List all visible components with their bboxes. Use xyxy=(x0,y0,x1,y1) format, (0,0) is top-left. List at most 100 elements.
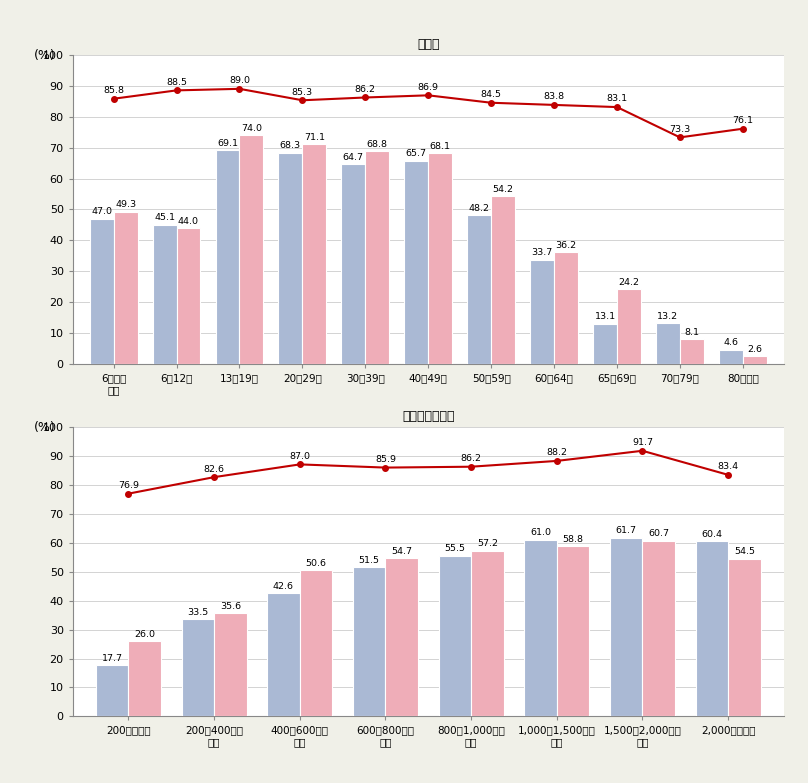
Text: 68.1: 68.1 xyxy=(430,142,451,151)
Text: 13.1: 13.1 xyxy=(595,312,616,321)
Bar xyxy=(428,153,452,364)
Bar xyxy=(114,211,137,364)
Text: 8.1: 8.1 xyxy=(684,327,700,337)
Bar xyxy=(302,144,326,364)
Text: 54.7: 54.7 xyxy=(391,547,412,556)
Text: 50.6: 50.6 xyxy=(305,558,326,568)
Bar xyxy=(176,228,200,364)
Text: 88.5: 88.5 xyxy=(166,78,187,87)
Bar xyxy=(642,540,675,716)
Title: 所属世帯年収別: 所属世帯年収別 xyxy=(402,410,454,423)
Bar xyxy=(593,323,617,364)
Text: 60.4: 60.4 xyxy=(701,530,722,539)
Bar xyxy=(365,151,389,364)
Bar xyxy=(216,150,239,364)
Bar xyxy=(267,593,300,716)
Bar xyxy=(182,619,214,716)
Text: 68.3: 68.3 xyxy=(280,142,301,150)
Text: 36.2: 36.2 xyxy=(555,240,577,250)
Text: 83.8: 83.8 xyxy=(544,92,565,101)
Text: 82.6: 82.6 xyxy=(204,464,225,474)
Text: 17.7: 17.7 xyxy=(102,654,123,663)
Bar xyxy=(491,197,515,364)
Text: 83.1: 83.1 xyxy=(607,95,628,103)
Bar xyxy=(342,164,365,364)
Text: 69.1: 69.1 xyxy=(217,139,238,148)
Bar xyxy=(214,613,246,716)
Text: 85.3: 85.3 xyxy=(292,88,313,96)
Bar xyxy=(385,558,418,716)
Text: 58.8: 58.8 xyxy=(562,535,583,543)
Text: 51.5: 51.5 xyxy=(359,556,380,565)
Text: 60.7: 60.7 xyxy=(648,529,669,538)
Text: 91.7: 91.7 xyxy=(632,438,653,447)
Bar xyxy=(279,153,302,364)
Text: 76.9: 76.9 xyxy=(118,482,139,490)
Text: 68.8: 68.8 xyxy=(367,140,388,149)
Bar xyxy=(300,570,332,716)
Text: 57.2: 57.2 xyxy=(477,539,498,548)
Text: 64.7: 64.7 xyxy=(343,153,364,161)
Bar xyxy=(524,539,557,716)
Text: 86.2: 86.2 xyxy=(355,85,376,94)
Text: 33.7: 33.7 xyxy=(532,248,553,258)
Bar xyxy=(353,567,385,716)
Y-axis label: (%): (%) xyxy=(33,49,55,62)
Bar xyxy=(467,215,491,364)
Bar xyxy=(554,252,578,364)
Text: 54.5: 54.5 xyxy=(734,547,755,556)
Text: 65.7: 65.7 xyxy=(406,150,427,158)
Text: 49.3: 49.3 xyxy=(115,200,136,209)
Legend: ブロードバンド利用率（平成20年末）, ブロードバンド利用率（平成21年末）, 自宅のパソコンを使ってインターネットを利用する人のブロードバンド利用率（平成21: ブロードバンド利用率（平成20年末）, ブロードバンド利用率（平成21年末）, … xyxy=(198,503,659,544)
Bar xyxy=(96,666,128,716)
Bar xyxy=(471,550,503,716)
Bar xyxy=(719,350,743,364)
Text: 47.0: 47.0 xyxy=(91,207,112,216)
Text: 13.2: 13.2 xyxy=(658,312,679,321)
Text: 85.8: 85.8 xyxy=(103,86,124,95)
Y-axis label: (%): (%) xyxy=(33,421,55,434)
Text: 24.2: 24.2 xyxy=(618,278,639,287)
Bar xyxy=(617,289,641,364)
Text: 35.6: 35.6 xyxy=(220,602,241,611)
Text: 48.2: 48.2 xyxy=(469,204,490,212)
Text: 44.0: 44.0 xyxy=(178,217,199,226)
Bar xyxy=(153,225,176,364)
Text: 86.2: 86.2 xyxy=(461,454,482,464)
Text: 55.5: 55.5 xyxy=(444,544,465,554)
Text: 73.3: 73.3 xyxy=(669,124,691,134)
Bar xyxy=(404,161,428,364)
Bar xyxy=(656,323,680,364)
Text: 74.0: 74.0 xyxy=(241,124,262,133)
Text: 61.0: 61.0 xyxy=(530,529,551,537)
Text: 54.2: 54.2 xyxy=(493,185,514,194)
Bar xyxy=(90,218,114,364)
Text: 45.1: 45.1 xyxy=(154,213,175,222)
Text: 87.0: 87.0 xyxy=(289,452,310,461)
Text: 86.9: 86.9 xyxy=(418,83,439,92)
Text: 88.2: 88.2 xyxy=(546,449,567,457)
Title: 世代別: 世代別 xyxy=(417,38,440,51)
Bar xyxy=(530,260,554,364)
Text: 33.5: 33.5 xyxy=(187,608,208,617)
Text: 71.1: 71.1 xyxy=(304,133,325,142)
Text: 89.0: 89.0 xyxy=(229,76,250,85)
Bar xyxy=(610,538,642,716)
Text: 76.1: 76.1 xyxy=(732,116,753,125)
Bar xyxy=(680,339,704,364)
Bar xyxy=(128,641,161,716)
Text: 4.6: 4.6 xyxy=(723,338,739,348)
Text: 2.6: 2.6 xyxy=(747,345,762,354)
Text: 42.6: 42.6 xyxy=(273,582,294,590)
Bar xyxy=(743,356,767,364)
Text: 61.7: 61.7 xyxy=(616,526,637,536)
Bar xyxy=(557,546,589,716)
Bar xyxy=(696,542,728,716)
Bar xyxy=(239,135,263,364)
Text: 84.5: 84.5 xyxy=(481,90,502,99)
Text: 26.0: 26.0 xyxy=(134,630,155,639)
Text: 85.9: 85.9 xyxy=(375,455,396,464)
Bar xyxy=(728,558,760,716)
Bar xyxy=(439,556,471,716)
Text: 83.4: 83.4 xyxy=(718,462,739,471)
